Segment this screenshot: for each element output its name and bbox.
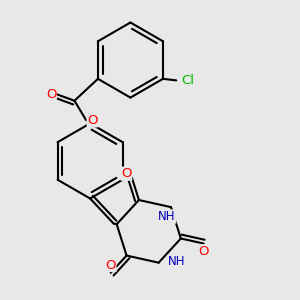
Text: NH: NH [168,255,185,268]
Text: Cl: Cl [182,74,194,87]
Text: O: O [106,259,116,272]
Text: O: O [87,114,98,127]
Text: NH: NH [158,210,176,223]
Text: O: O [199,245,209,258]
Text: O: O [121,167,132,180]
Text: O: O [46,88,56,101]
